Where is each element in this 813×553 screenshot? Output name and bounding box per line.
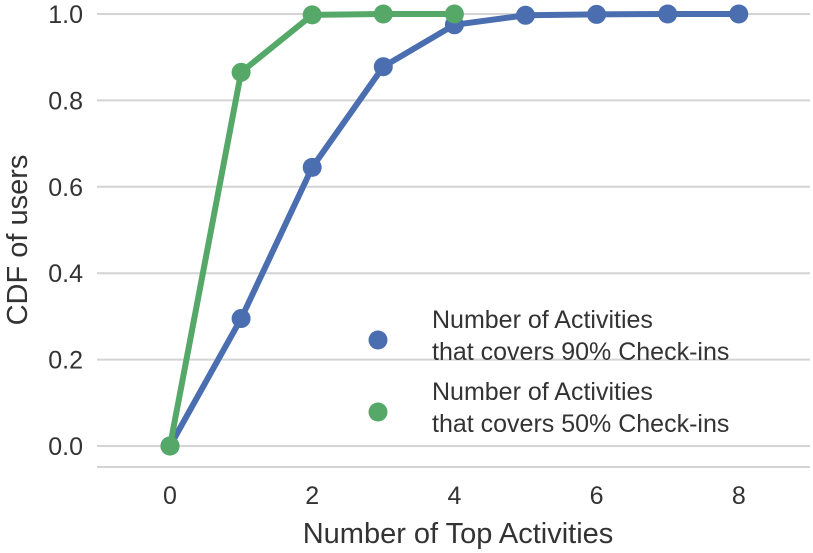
data-point [231, 62, 251, 82]
x-tick-label: 4 [447, 482, 461, 510]
data-point [516, 5, 535, 25]
x-tick-label: 8 [732, 482, 746, 510]
legend-label: Number of Activities [432, 378, 653, 406]
data-point [302, 5, 322, 25]
legend-label: Number of Activities [432, 306, 653, 334]
y-tick-label: 0.6 [48, 174, 83, 202]
series-lines [160, 4, 749, 456]
series-1 [160, 4, 749, 456]
y-tick-label: 1.0 [48, 1, 83, 29]
legend-label: that covers 90% Check-ins [432, 338, 729, 366]
data-point [231, 309, 251, 329]
legend-marker [368, 402, 388, 422]
data-point [373, 57, 393, 77]
legend-marker [368, 330, 388, 350]
data-point [373, 4, 393, 24]
x-tick-labels: 0 2 4 6 8 [163, 482, 746, 510]
x-tick-label: 6 [590, 482, 604, 510]
x-axis-label: Number of Top Activities [303, 518, 614, 550]
legend-label: that covers 50% Check-ins [432, 410, 729, 438]
data-point [729, 4, 749, 24]
y-axis-label: CDF of users [2, 155, 34, 326]
data-point [658, 4, 678, 24]
x-tick-label: 0 [163, 482, 177, 510]
y-tick-label: 0.4 [48, 260, 83, 288]
y-tick-labels: 0.0 0.2 0.4 0.6 0.8 1.0 [48, 1, 83, 461]
legend: Number of Activities that covers 90% Chec… [368, 306, 729, 438]
data-point [444, 4, 464, 24]
series-line [167, 11, 458, 449]
data-point [160, 436, 180, 456]
x-tick-label: 2 [305, 482, 319, 510]
y-tick-label: 0.2 [48, 347, 83, 375]
data-point [587, 4, 607, 24]
data-point [302, 157, 322, 177]
y-tick-label: 0.0 [48, 433, 83, 461]
series-2 [160, 4, 464, 456]
y-tick-label: 0.8 [48, 87, 83, 115]
